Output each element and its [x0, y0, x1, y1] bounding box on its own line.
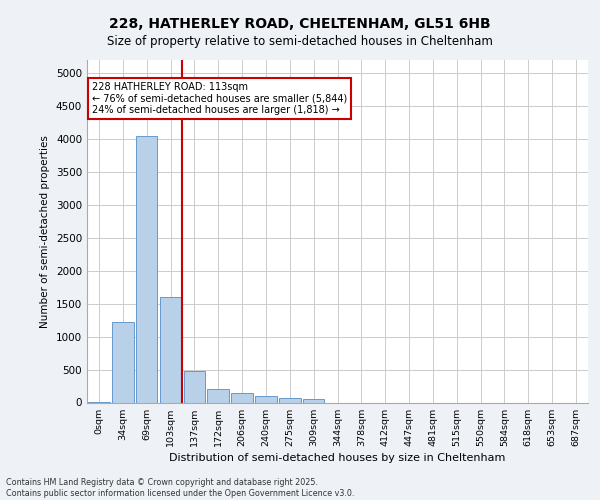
Text: 228, HATHERLEY ROAD, CHELTENHAM, GL51 6HB: 228, HATHERLEY ROAD, CHELTENHAM, GL51 6H…: [109, 18, 491, 32]
Text: 228 HATHERLEY ROAD: 113sqm
← 76% of semi-detached houses are smaller (5,844)
24%: 228 HATHERLEY ROAD: 113sqm ← 76% of semi…: [92, 82, 347, 116]
Bar: [136, 136, 157, 402]
Text: Contains HM Land Registry data © Crown copyright and database right 2025.
Contai: Contains HM Land Registry data © Crown c…: [6, 478, 355, 498]
Bar: [255, 396, 277, 402]
X-axis label: Distribution of semi-detached houses by size in Cheltenham: Distribution of semi-detached houses by …: [169, 452, 506, 462]
Bar: [112, 322, 134, 402]
Y-axis label: Number of semi-detached properties: Number of semi-detached properties: [40, 135, 50, 328]
Bar: [160, 297, 181, 403]
Bar: [303, 399, 325, 402]
Bar: [208, 390, 229, 402]
Bar: [184, 371, 205, 402]
Bar: [232, 393, 253, 402]
Text: Size of property relative to semi-detached houses in Cheltenham: Size of property relative to semi-detach…: [107, 35, 493, 48]
Bar: [279, 398, 301, 402]
